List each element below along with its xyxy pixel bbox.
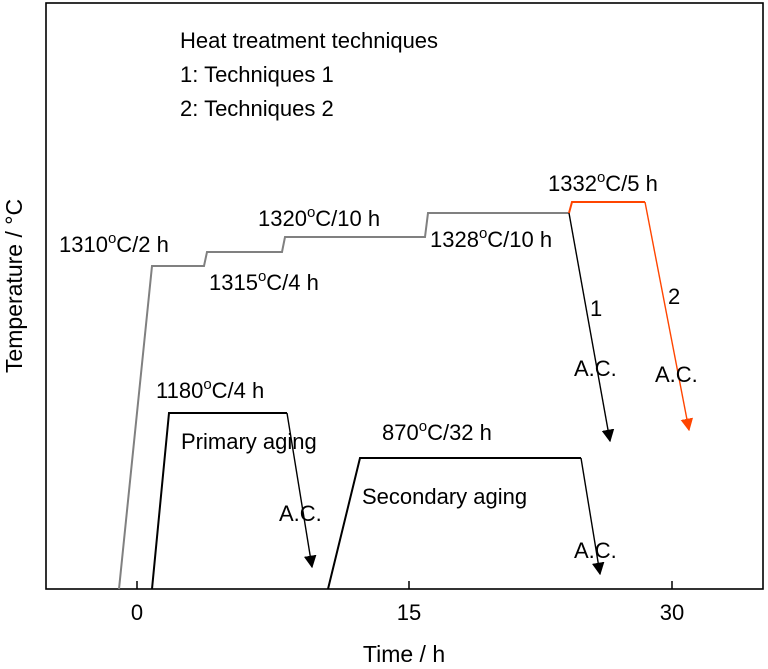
primary-aging-path bbox=[151, 412, 287, 590]
series-layer bbox=[118, 201, 694, 590]
label-ac-technique-2: A.C. bbox=[655, 362, 698, 387]
label-ac-technique-1: A.C. bbox=[574, 356, 617, 381]
label-technique-2-number: 2 bbox=[668, 284, 680, 309]
x-axis: 0 15 30 bbox=[131, 581, 684, 625]
x-tick-label-15: 15 bbox=[397, 600, 421, 625]
x-tick-label-30: 30 bbox=[660, 600, 684, 625]
label-1180C-4h: 1180oC/4 h bbox=[156, 376, 264, 403]
label-1315C-4h: 1315oC/4 h bbox=[209, 268, 319, 295]
x-tick-label-0: 0 bbox=[131, 600, 143, 625]
label-ac-secondary: A.C. bbox=[574, 538, 617, 563]
label-1328C-10h: 1328oC/10 h bbox=[430, 225, 552, 252]
secondary-aging-path bbox=[327, 457, 581, 590]
label-870C-32h: 870oC/32 h bbox=[382, 418, 492, 445]
label-primary-aging: Primary aging bbox=[181, 429, 317, 454]
y-axis-title: Temperature / °C bbox=[1, 199, 27, 373]
legend: Heat treatment techniques 1: Techniques … bbox=[180, 28, 438, 121]
label-1332C-5h: 1332oC/5 h bbox=[548, 169, 658, 196]
series-1-cooling-arrow bbox=[568, 212, 615, 443]
plot-frame bbox=[45, 2, 764, 590]
x-axis-title: Time / h bbox=[363, 641, 445, 667]
label-secondary-aging: Secondary aging bbox=[362, 484, 527, 509]
label-technique-1-number: 1 bbox=[590, 296, 602, 321]
label-1320C-10h: 1320oC/10 h bbox=[258, 204, 380, 231]
label-ac-primary: A.C. bbox=[279, 501, 322, 526]
annotation-layer: 1310oC/2 h 1315oC/4 h 1320oC/10 h 1328oC… bbox=[59, 169, 698, 563]
series-2-cooling-arrow bbox=[644, 201, 694, 432]
label-1310C-2h: 1310oC/2 h bbox=[59, 230, 169, 257]
secondary-aging-cooling-arrow bbox=[580, 457, 605, 576]
legend-entry-1: 1: Techniques 1 bbox=[180, 62, 334, 87]
legend-title: Heat treatment techniques bbox=[180, 28, 438, 53]
series-1-path bbox=[118, 212, 569, 590]
legend-entry-2: 2: Techniques 2 bbox=[180, 96, 334, 121]
primary-aging-cooling-arrow bbox=[286, 412, 317, 569]
series-2-path bbox=[568, 201, 645, 214]
